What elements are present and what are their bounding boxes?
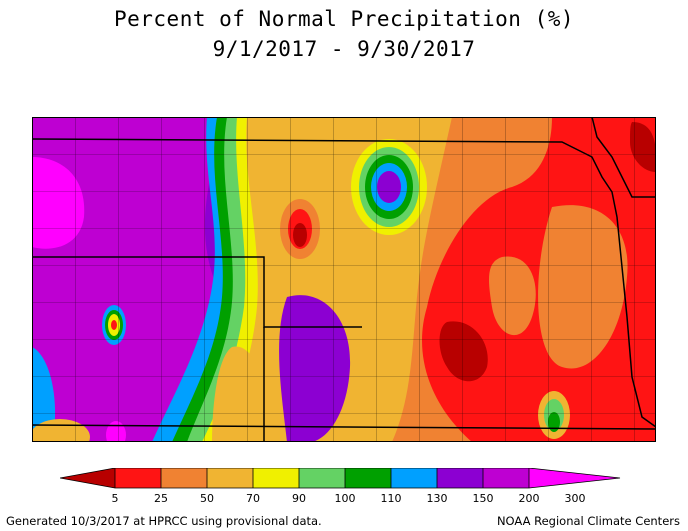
legend-label-200: 200 (519, 492, 540, 505)
legend-swatch-70 (207, 468, 253, 488)
county-boundaries (32, 117, 656, 442)
legend-swatch-150 (437, 468, 483, 488)
source-credit: NOAA Regional Climate Centers (496, 514, 680, 528)
precipitation-map (32, 117, 656, 442)
legend-label-70: 70 (246, 492, 260, 505)
legend-swatch-200 (483, 468, 529, 488)
generated-note: Generated 10/3/2017 at HPRCC using provi… (6, 514, 322, 528)
legend-label-50: 50 (200, 492, 214, 505)
map-date-range: 9/1/2017 - 9/30/2017 (212, 37, 476, 61)
legend-swatch-110 (345, 468, 391, 488)
legend-label-100: 100 (335, 492, 356, 505)
legend-label-90: 90 (292, 492, 306, 505)
legend-label-5: 5 (112, 492, 119, 505)
legend-label-150: 150 (473, 492, 494, 505)
legend-swatch-25 (115, 468, 161, 488)
legend-swatch-130 (391, 468, 437, 488)
precip-legend: 5 25 50 70 90 100 110 130 150 200 300 (60, 468, 621, 505)
legend-label-110: 110 (381, 492, 402, 505)
legend-swatch-50 (161, 468, 207, 488)
legend-label-130: 130 (427, 492, 448, 505)
legend-label-300: 300 (565, 492, 586, 505)
legend-arrow-low (60, 468, 115, 488)
legend-swatch-100 (299, 468, 345, 488)
map-title: Percent of Normal Precipitation (%) (113, 7, 574, 31)
state-boundaries (32, 117, 656, 442)
legend-label-25: 25 (154, 492, 168, 505)
legend-swatch-90 (253, 468, 299, 488)
legend-arrow-high (529, 468, 620, 488)
